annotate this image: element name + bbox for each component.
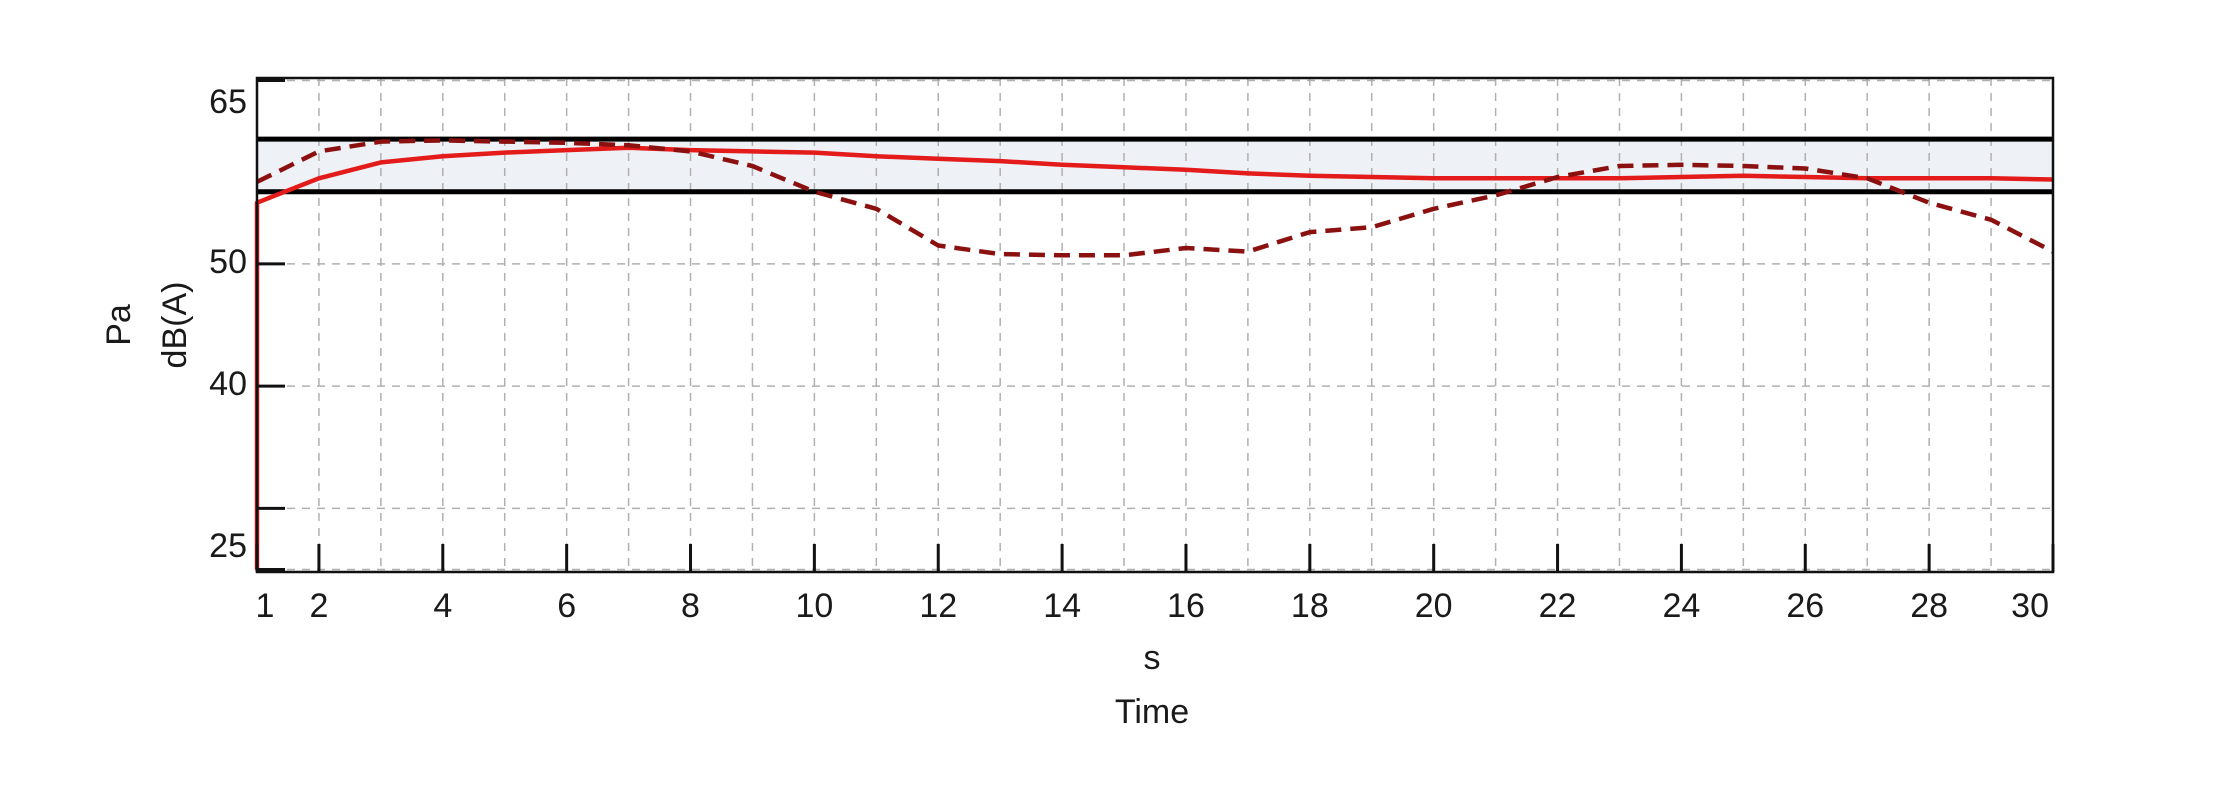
x-tick-label: 30 [2011,587,2049,625]
y-axis-title: dB(A) [156,282,194,369]
x-tick-label: 12 [919,587,957,625]
series-line [254,145,2054,570]
x-unit: s [1144,639,1161,677]
x-tick-label: 4 [433,587,452,625]
x-tick-label: 8 [681,587,700,625]
x-tick-label: 18 [1291,587,1329,625]
y-tick-label: 25 [209,527,247,565]
x-tick-label: 1 [256,587,275,625]
plot-frame [255,76,2055,574]
x-tick-label: 2 [309,587,328,625]
series-line [256,138,2055,258]
x-tick-label: 16 [1167,587,1205,625]
x-tick-label: 14 [1043,587,1081,625]
x-axis-title: Time [1115,693,1189,731]
limit-band [257,139,2053,192]
x-tick-label: 26 [1786,587,1824,625]
x-tick-label: 20 [1415,587,1453,625]
y-tick-label: 65 [209,83,247,121]
x-tick-label: 6 [557,587,576,625]
y-unit: Pa [100,304,138,346]
y-tick-label: 50 [209,243,247,281]
x-tick-label: 10 [795,587,833,625]
x-tick-label: 24 [1662,587,1700,625]
x-tick-label: 28 [1910,587,1948,625]
y-tick-label: 40 [209,365,247,403]
x-tick-label: 22 [1539,587,1577,625]
